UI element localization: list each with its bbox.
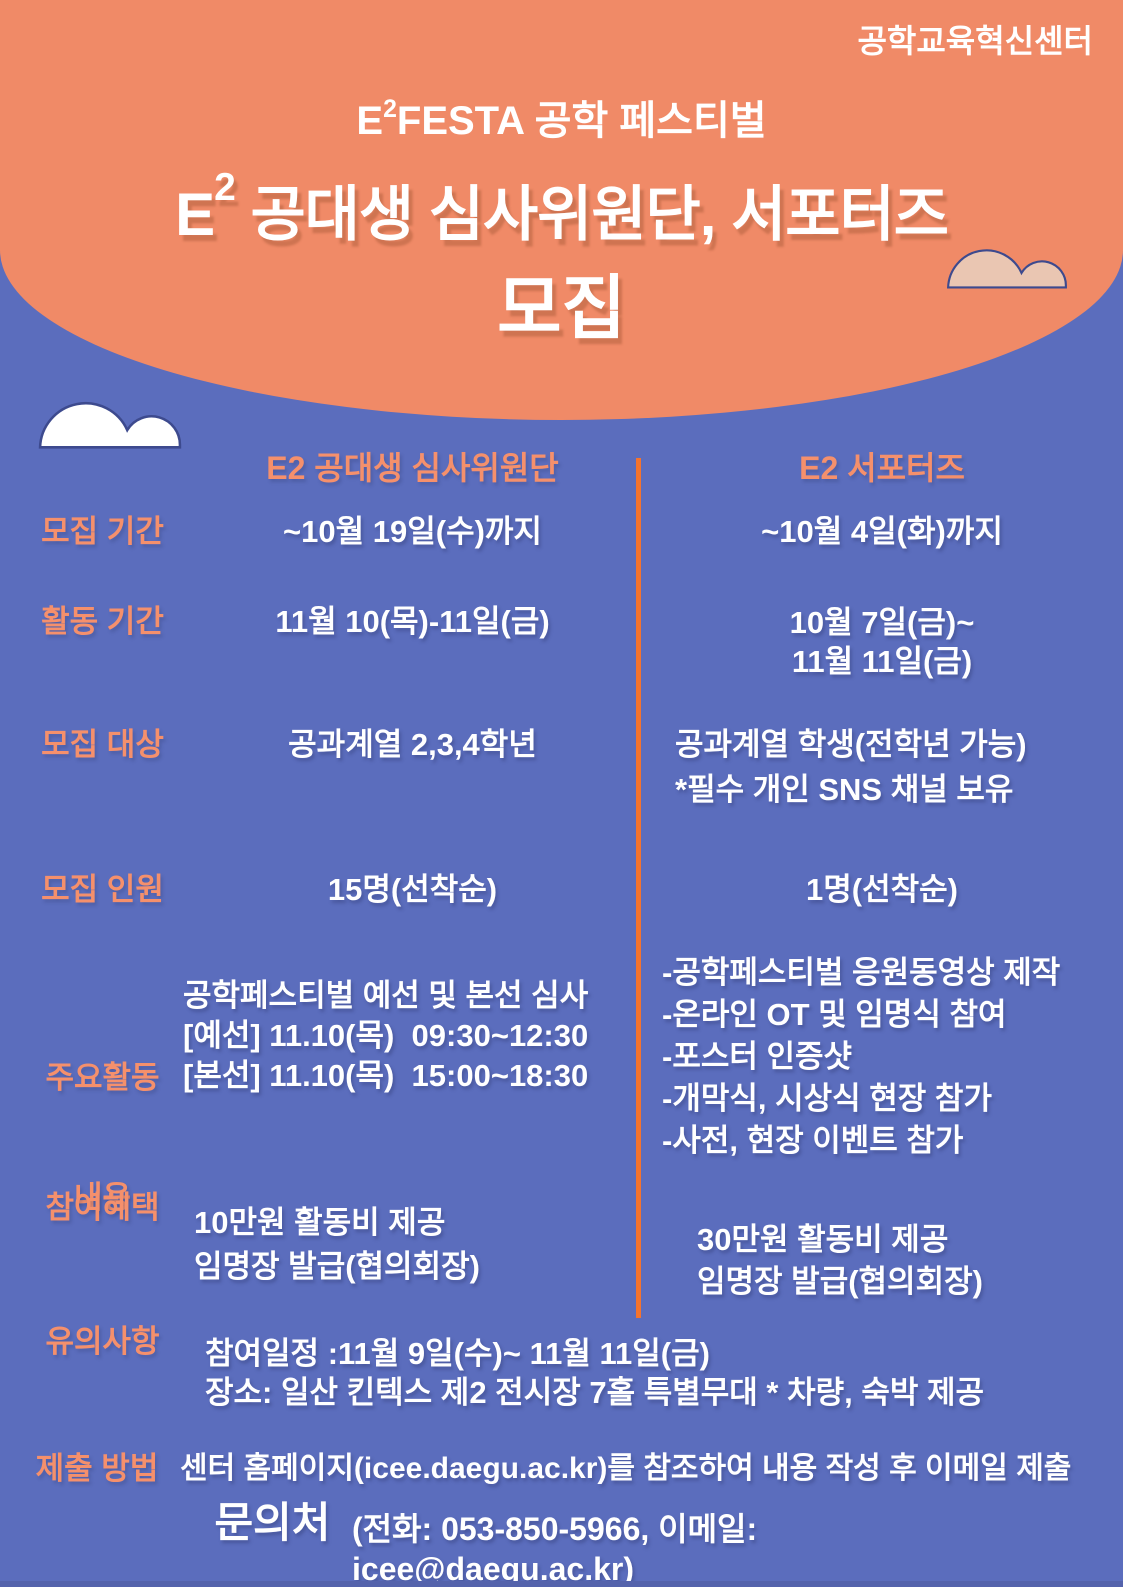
row-value-submission: 센터 홈페이지(icee.daegu.ac.kr)를 참조하여 내용 작성 후 … bbox=[180, 1452, 1072, 1485]
row-value-main-activities-judges: 공학페스티벌 예선 및 본선 심사 [예선] 11.10(목) 09:30~12… bbox=[183, 978, 589, 1093]
row-value-recruit-period-judges: ~10월 19일(수)까지 bbox=[283, 514, 542, 549]
row-value-activity-period-supporters: 10월 7일(금)~ 11월 11일(금) bbox=[789, 605, 975, 679]
subtitle-superscript: 2 bbox=[383, 96, 397, 124]
org-name: 공학교육혁신센터 bbox=[857, 23, 1093, 59]
poster-title-line1: E2 공대생 심사위원단, 서포터즈 bbox=[0, 166, 1123, 253]
row-value-notes: 참여일정 :11월 9일(수)~ 11월 11일(금) 장소: 일산 킨텍스 제… bbox=[205, 1336, 985, 1410]
row-label-submission: 제출 방법 bbox=[35, 1451, 159, 1486]
row-label-activity-period: 활동 기간 bbox=[41, 604, 164, 639]
contact-info: (전화: 053-850-5966, 이메일: icee@daegu.ac.kr… bbox=[352, 1509, 1012, 1587]
row-value-benefits-supporters: 30만원 활동비 제공 임명장 발급(협의회장) bbox=[697, 1222, 983, 1299]
bottom-edge-strip bbox=[0, 1581, 1123, 1587]
row-value-main-activities-supporters: -공학페스티벌 응원동영상 제작 -온라인 OT 및 임명식 참여 -포스터 인… bbox=[662, 955, 1061, 1158]
poster-title-line2: 모집 bbox=[497, 269, 626, 347]
row-value-target-supporters: 공과계열 학생(전학년 가능) *필수 개인 SNS 채널 보유 bbox=[675, 727, 1027, 807]
row-label-notes: 유의사항 bbox=[45, 1324, 160, 1359]
event-subtitle: E2FESTA 공학 페스티벌 bbox=[0, 88, 1123, 146]
row-label-headcount: 모집 인원 bbox=[41, 872, 164, 907]
column-header-supporters: E2 서포터즈 bbox=[799, 450, 965, 486]
contact-label: 문의처 bbox=[214, 1499, 331, 1546]
row-label-benefits: 참여혜택 bbox=[45, 1190, 160, 1225]
column-header-judges: E2 공대생 심사위원단 bbox=[266, 450, 559, 486]
subtitle-rest: FESTA 공학 페스티벌 bbox=[396, 99, 767, 143]
cloud-icon-peach bbox=[947, 249, 1067, 289]
row-value-benefits-judges: 10만원 활동비 제공 임명장 발급(협의회장) bbox=[194, 1205, 480, 1284]
header-curved-background bbox=[0, 0, 1123, 420]
subtitle-base: E bbox=[356, 99, 384, 143]
cloud-icon-white bbox=[38, 402, 182, 449]
title-base: E bbox=[175, 181, 215, 248]
title-superscript: 2 bbox=[214, 166, 236, 210]
row-label-target: 모집 대상 bbox=[41, 727, 164, 762]
row-value-headcount-judges: 15명(선착순) bbox=[327, 872, 498, 907]
row-value-activity-period-judges: 11월 10(목)-11일(금) bbox=[275, 604, 550, 639]
contact-suffix: ) bbox=[623, 1551, 634, 1587]
row-value-recruit-period-supporters: ~10월 4일(화)까지 bbox=[761, 514, 1003, 549]
column-divider-line bbox=[636, 458, 641, 1318]
row-value-headcount-supporters: 1명(선착순) bbox=[806, 872, 958, 907]
title-line1-rest: 공대생 심사위원단, 서포터즈 bbox=[234, 181, 948, 248]
contact-prefix: (전화: 053-850-5966, 이메일: bbox=[352, 1511, 758, 1547]
row-label-main-activities: 주요활동 내용 bbox=[45, 1060, 160, 1215]
row-value-target-judges: 공과계열 2,3,4학년 bbox=[288, 727, 537, 762]
row-label-recruit-period: 모집 기간 bbox=[41, 514, 164, 549]
